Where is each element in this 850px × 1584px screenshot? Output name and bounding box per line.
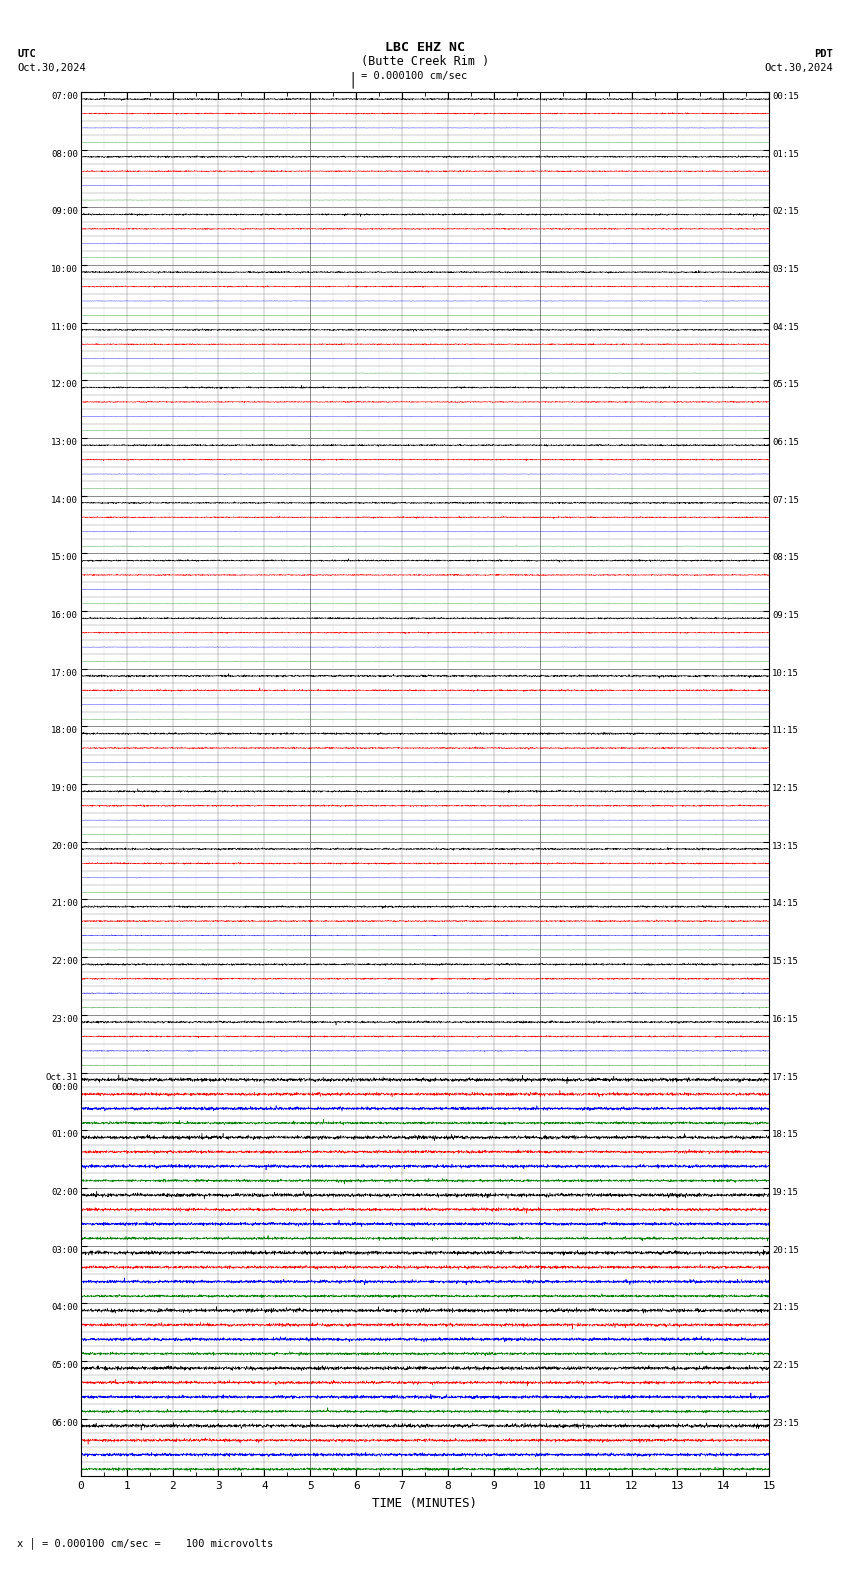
Text: PDT: PDT [814, 49, 833, 59]
Text: LBC EHZ NC: LBC EHZ NC [385, 41, 465, 54]
Text: x │ = 0.000100 cm/sec =    100 microvolts: x │ = 0.000100 cm/sec = 100 microvolts [17, 1538, 273, 1549]
Text: Oct.30,2024: Oct.30,2024 [764, 63, 833, 73]
Text: UTC: UTC [17, 49, 36, 59]
Text: = 0.000100 cm/sec: = 0.000100 cm/sec [361, 71, 468, 81]
X-axis label: TIME (MINUTES): TIME (MINUTES) [372, 1497, 478, 1510]
Text: │: │ [348, 71, 357, 87]
Text: Oct.30,2024: Oct.30,2024 [17, 63, 86, 73]
Text: (Butte Creek Rim ): (Butte Creek Rim ) [361, 55, 489, 68]
